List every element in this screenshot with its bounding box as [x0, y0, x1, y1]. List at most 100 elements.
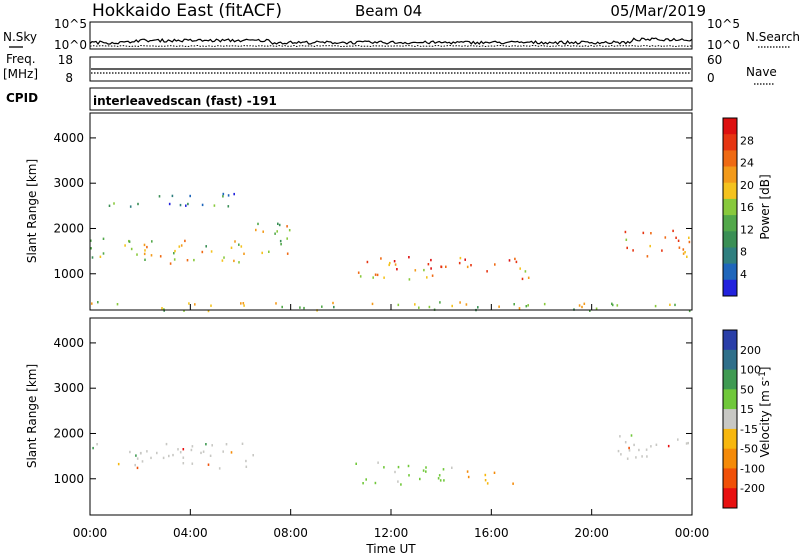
echo-pixel [437, 477, 440, 480]
echo-pixel [136, 466, 139, 470]
echo-pixel [524, 270, 527, 273]
echo-pixel [685, 442, 688, 445]
echo-pixel [512, 482, 514, 485]
echo-pixel [470, 264, 472, 267]
nsky-trace [89, 37, 693, 46]
echo-pixel [187, 202, 189, 206]
echo-pixel [233, 259, 235, 263]
echo-pixel [513, 303, 515, 306]
echo-pixel [484, 473, 487, 477]
power-colorbar: 28 24 20 16 12 8 4 [722, 117, 754, 297]
colorbar-tick-label: 4 [740, 268, 747, 281]
colorbar-segment [723, 134, 737, 151]
echo-pixel [321, 305, 323, 308]
echo-pixel [188, 302, 190, 305]
date-title: 05/Mar/2019 [610, 2, 706, 20]
echo-pixel [374, 273, 377, 276]
colorbar-segment [723, 263, 737, 281]
echo-pixel [238, 261, 240, 264]
echo-pixel [397, 465, 400, 469]
echo-pixel [684, 251, 686, 254]
echo-pixel [414, 269, 417, 272]
velocity-colorbar-label-end: ] [758, 367, 772, 372]
colorbar-segment [723, 118, 737, 135]
echo-pixel [136, 457, 139, 460]
echo-pixel [134, 463, 136, 467]
echo-pixel [414, 303, 416, 306]
echo-pixel [222, 195, 224, 198]
colorbar-segment [723, 389, 737, 410]
echo-pixel [630, 434, 633, 437]
cpid-frame [89, 87, 693, 111]
echo-pixel [92, 446, 94, 450]
velocity-echo-pixels [92, 434, 689, 486]
echo-pixel [371, 302, 374, 306]
xtick-label: 12:00 [374, 526, 409, 540]
echo-pixel [383, 276, 385, 279]
echo-pixel [620, 453, 622, 456]
echo-pixel [628, 446, 630, 450]
echo-pixel [278, 223, 281, 227]
echo-pixel [168, 454, 170, 458]
colorbar-segment [723, 468, 737, 489]
echo-pixel [459, 301, 461, 304]
echo-pixel [178, 245, 181, 248]
xtick-label: 00:00 [73, 526, 108, 540]
echo-pixel [628, 449, 631, 452]
power-panel: 1000 2000 3000 4000 Slant Range [km] [25, 112, 693, 313]
echo-pixel [279, 239, 282, 243]
echo-pixel [674, 303, 676, 307]
colorbar-tick-label: 200 [740, 344, 761, 357]
echo-pixel [355, 462, 357, 465]
xtick-label: 16:00 [474, 526, 509, 540]
echo-pixel [400, 483, 402, 486]
echo-pixel [168, 202, 171, 206]
echo-pixel [280, 243, 282, 246]
echo-pixel [209, 454, 212, 457]
echo-pixel [466, 265, 469, 269]
echo-pixel [617, 449, 620, 453]
echo-pixel [440, 265, 442, 268]
echo-pixel [669, 303, 671, 306]
echo-pixel [182, 456, 185, 459]
echo-pixel [458, 261, 461, 265]
echo-pixel [230, 246, 233, 249]
ytick-label: 4000 [53, 336, 84, 350]
echo-pixel [624, 441, 627, 444]
echo-pixel [616, 304, 619, 307]
beam-title: Beam 04 [355, 2, 422, 20]
velocity-colorbar-label: Velocity [m s-1] [758, 367, 772, 458]
power-frame [89, 112, 693, 311]
echo-pixel [255, 228, 257, 232]
echo-pixel [137, 202, 139, 206]
echo-pixel [173, 258, 176, 261]
ytick-label: 1000 [53, 267, 84, 281]
echo-pixel [494, 263, 496, 266]
echo-pixel [677, 438, 679, 441]
power-yticks: 1000 2000 3000 4000 [53, 131, 692, 281]
echo-pixel [286, 252, 289, 255]
echo-pixel [672, 229, 674, 233]
echo-pixel [439, 301, 441, 304]
colorbar-tick-label: -200 [740, 482, 765, 495]
echo-pixel [218, 467, 221, 470]
echo-pixel [189, 194, 191, 198]
echo-pixel [286, 237, 288, 240]
echo-pixel [179, 451, 182, 454]
echo-pixel [626, 457, 629, 460]
colorbar-segment [723, 247, 737, 265]
echo-pixel [144, 258, 146, 261]
echo-pixel [365, 478, 367, 481]
echo-pixel [498, 305, 500, 308]
echo-pixel [172, 453, 174, 457]
velocity-colorbar-label-sup: -1 [758, 371, 768, 380]
echo-pixel [667, 444, 670, 448]
echo-pixel [241, 442, 244, 445]
colorbar-segment [723, 166, 737, 184]
power-ylabel: Slant Range [km] [25, 159, 39, 263]
ytick-label: 4000 [53, 131, 84, 145]
echo-pixel [396, 268, 398, 271]
echo-pixel [688, 240, 691, 244]
echo-pixel [143, 252, 146, 256]
echo-pixel [129, 205, 132, 208]
